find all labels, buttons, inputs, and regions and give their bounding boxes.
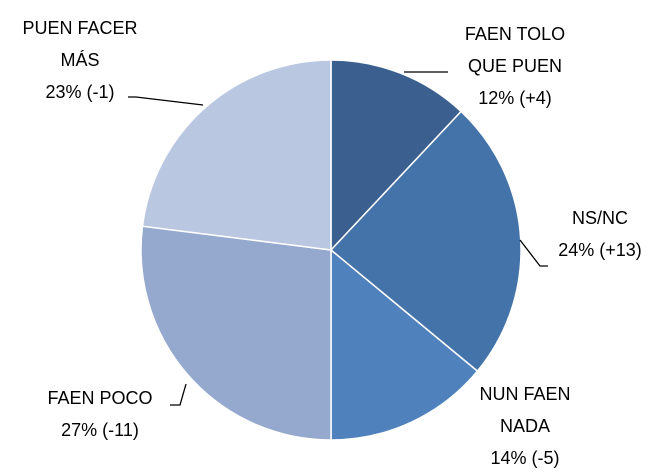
slice-label: NUN FAEN NADA 14% (-5) [470, 378, 580, 474]
slice-label: NS/NC 24% (+13) [540, 202, 660, 266]
slice-label: PUEN FACER MÁS 23% (-1) [10, 12, 150, 108]
category-label: FAEN POCO [47, 388, 153, 408]
pie-slice [140, 225, 332, 441]
pie-slice [330, 248, 479, 441]
value-label: 12% (+4) [478, 88, 552, 108]
value-label: 14% (-5) [490, 448, 560, 468]
category-label: FAEN TOLO QUE PUEN [464, 24, 566, 76]
value-label: 27% (-11) [61, 420, 139, 440]
leader-lines [128, 71, 548, 406]
slice-label: FAEN TOLO QUE PUEN 12% (+4) [450, 18, 580, 114]
value-label: 24% (+13) [558, 240, 642, 260]
pie-slice [329, 110, 522, 373]
leader-line [519, 239, 548, 267]
category-label: PUEN FACER MÁS [22, 18, 138, 70]
category-label: NS/NC [571, 208, 628, 228]
leader-line [170, 383, 187, 406]
category-label: NUN FAEN NADA [479, 384, 571, 436]
leader-line [128, 96, 204, 106]
pie-slice [330, 59, 463, 252]
slice-label: FAEN POCO 27% (-11) [30, 382, 170, 446]
value-label: 23% (-1) [45, 82, 115, 102]
pie-slice [141, 59, 332, 251]
